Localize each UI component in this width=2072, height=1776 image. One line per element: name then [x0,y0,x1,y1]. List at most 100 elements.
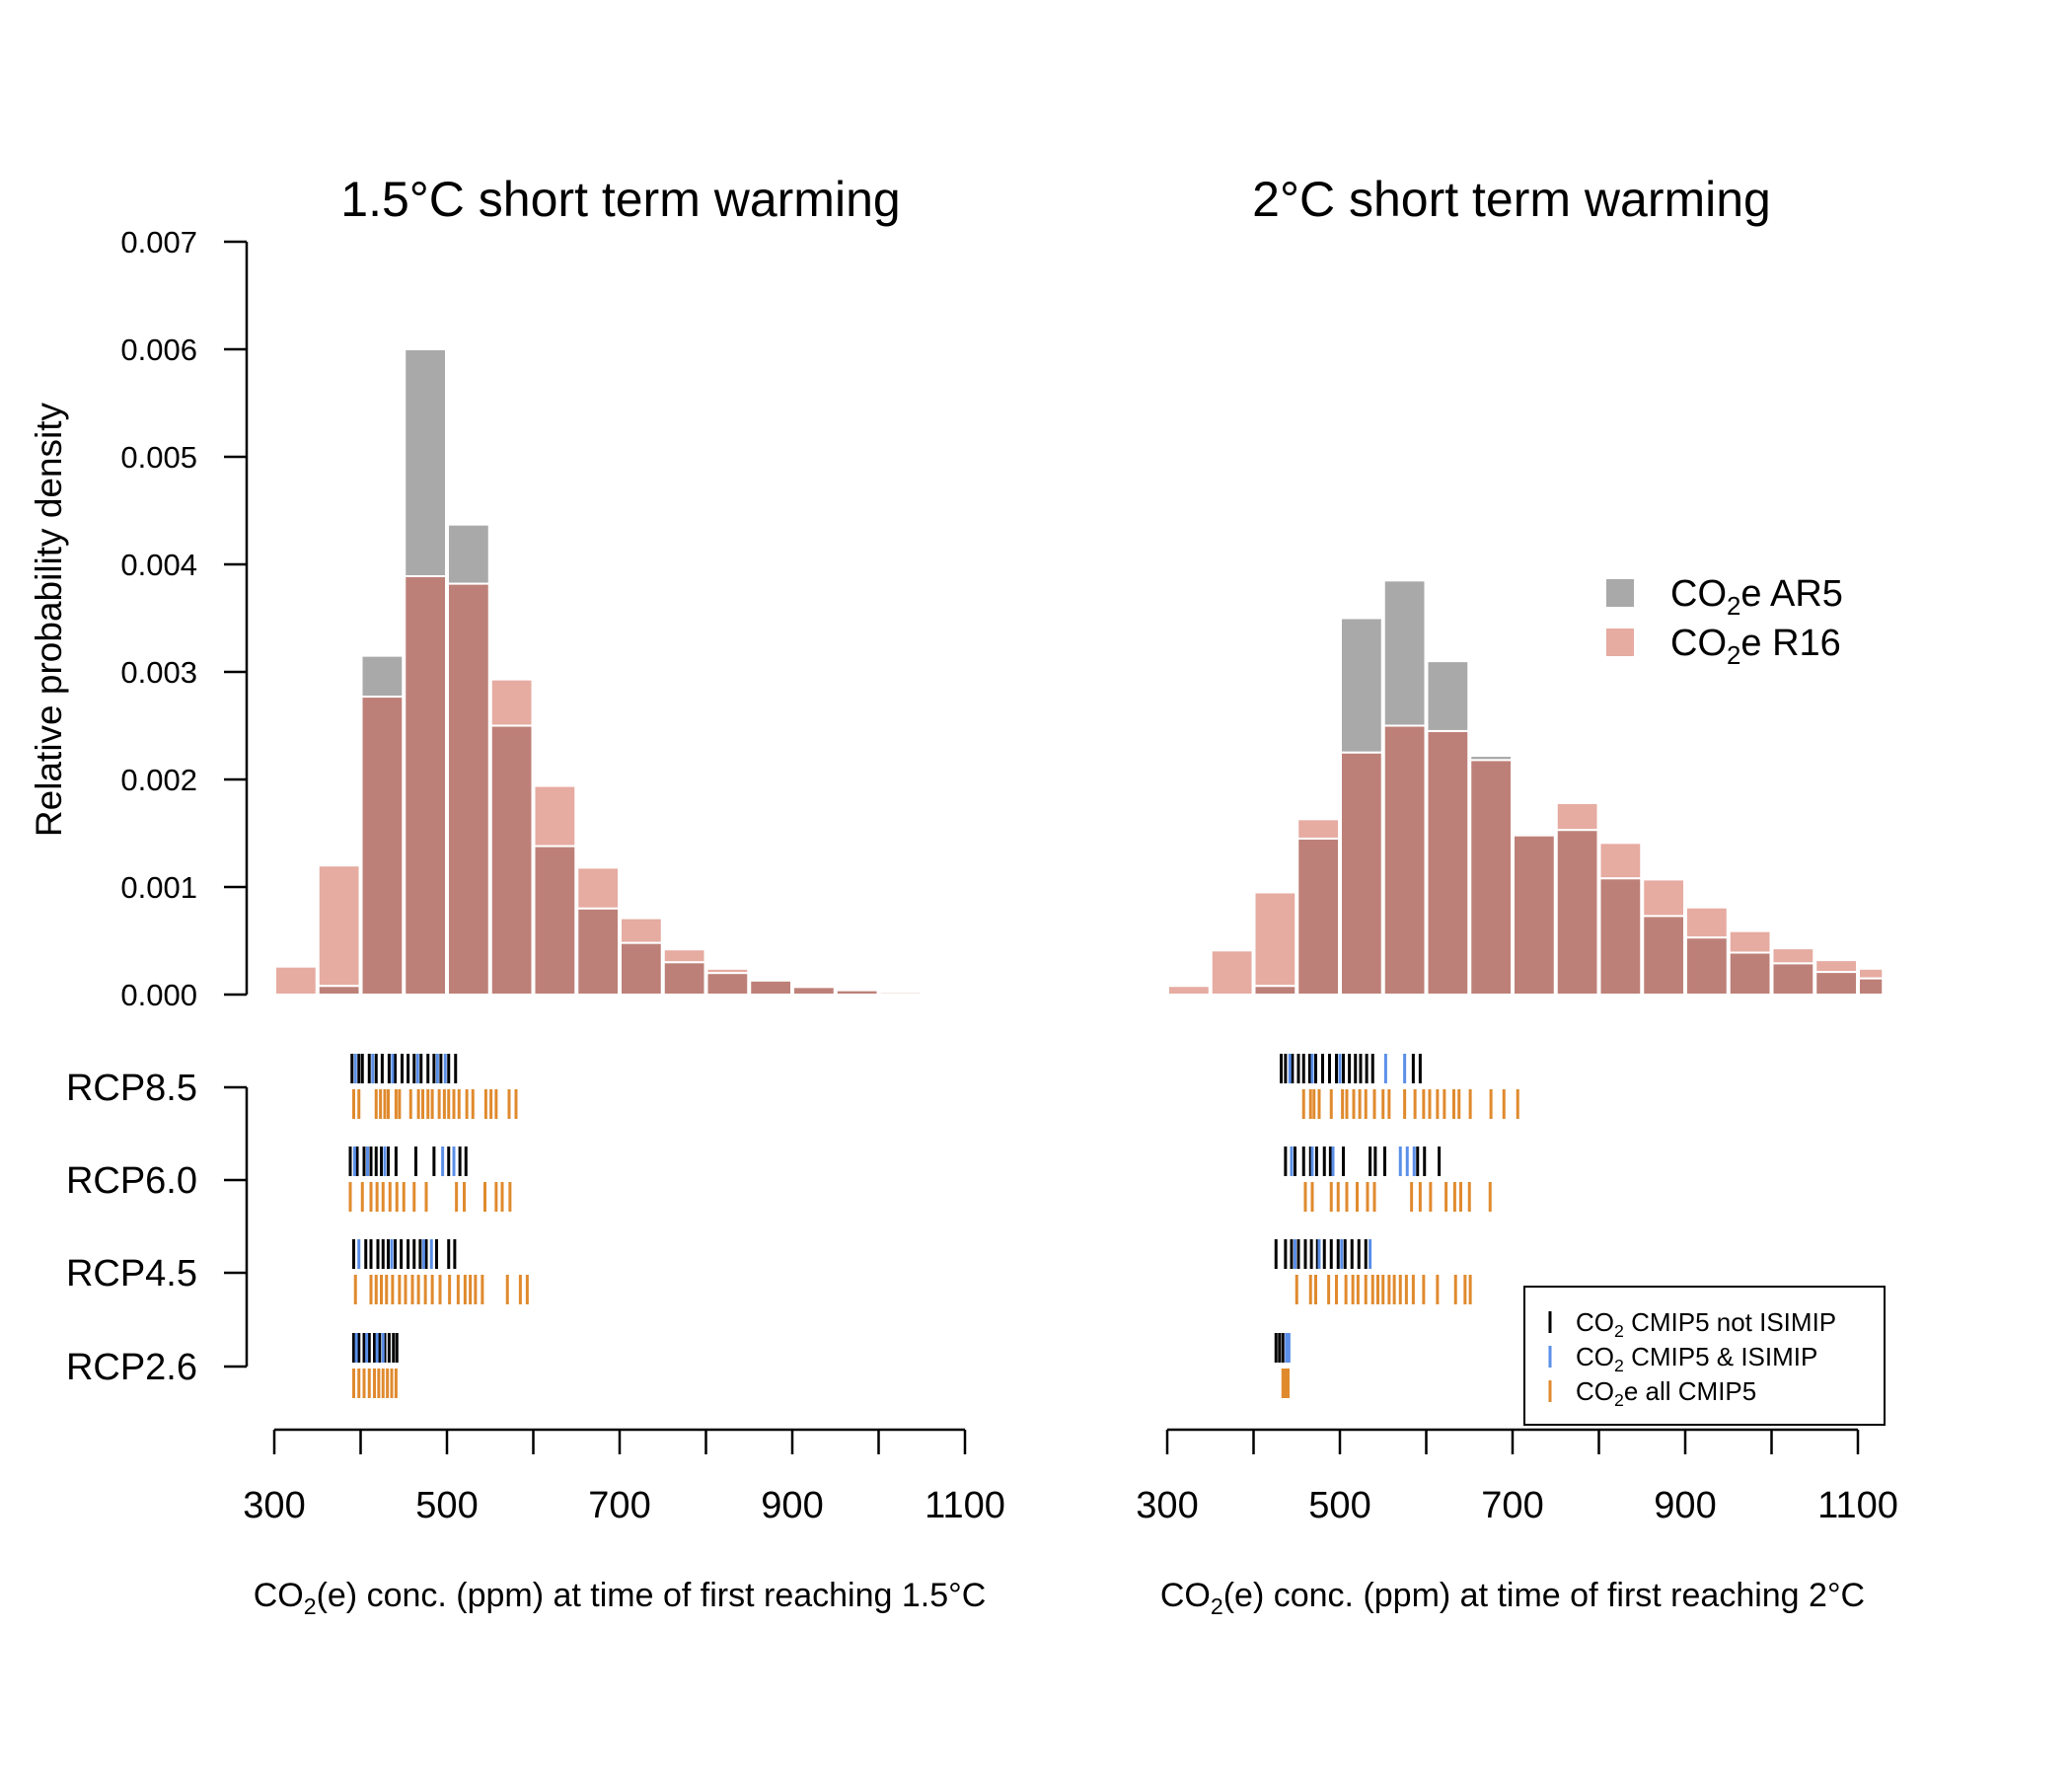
ytick-label: 0.006 [120,333,197,367]
hist-bar-overlap [1469,759,1513,996]
hist-bar-upper [1771,947,1815,965]
hist-bar-upper [1598,842,1643,880]
hist-bar-overlap [1555,829,1599,996]
hist-bar-upper [447,523,490,585]
legend-label-r16: CO2e R16 [1670,623,1841,670]
hist-bar-overlap [1858,977,1885,997]
xtick-label: 700 [1481,1485,1543,1526]
ytick-label: 0.000 [120,978,197,1012]
rcp-label: RCP6.0 [66,1160,197,1202]
hist-bar-upper [360,654,405,699]
xtick-label: 300 [243,1485,305,1526]
ytick-label: 0.001 [120,870,197,905]
hist-bar-upper [1555,801,1599,832]
hist-bar-overlap [1771,962,1815,997]
xtick-label: 1100 [1817,1485,1898,1526]
hist-bar-overlap [447,582,490,996]
hist-bar-overlap [1728,951,1772,996]
hist-bar-upper [1685,906,1729,939]
hist-legend: CO2e AR5 CO2e R16 [1606,573,1843,670]
ytick-label: 0.002 [120,763,197,797]
hist-bar-overlap [1513,834,1556,996]
hist-bar-overlap [1598,877,1643,997]
ytick-label: 0.005 [120,440,197,475]
left-histogram [274,348,923,997]
hist-bar-upper [1728,929,1772,954]
hist-bar-overlap [1253,985,1297,997]
hist-bar-upper [1642,878,1685,918]
hist-bar-upper [576,866,620,910]
hist-bar-overlap [1642,915,1685,996]
hist-bar-overlap [533,845,577,997]
hist-bar-upper [317,864,361,988]
xtick-label: 1100 [925,1485,1005,1526]
right-xticks [1165,1430,1860,1454]
hist-bar-upper [620,917,663,944]
legend-label-isimip: CO2 CMIP5 & ISIMIP [1576,1342,1817,1375]
xtick-label: 900 [761,1485,823,1526]
hist-bar-upper [1253,891,1297,988]
hist-bar-upper [1296,818,1340,840]
right-xlabel: CO2(e) conc. (ppm) at time of first reac… [1160,1577,1865,1619]
rcp-labels: RCP8.5 RCP6.0 RCP4.5 RCP2.6 [66,1068,247,1388]
panel-left: 1.5°C short term warming Relative probab… [29,172,1005,1619]
hist-bar-overlap [1814,971,1858,996]
hist-bar-upper [1858,967,1885,980]
hist-bar-overlap [705,972,750,997]
hist-bar-overlap [878,991,923,997]
rcp-label: RCP2.6 [66,1347,197,1388]
hist-bar-overlap [1426,729,1470,996]
hist-bar-overlap [576,907,620,996]
ytick-label: 0.003 [120,655,197,690]
right-rug [1274,1054,1519,1398]
hist-bar-overlap [317,985,361,997]
rug-legend-box [1523,1286,1886,1426]
hist-bar-overlap [620,941,663,996]
hist-bar-overlap [835,989,879,997]
rug-legend: CO2 CMIP5 not ISIMIP CO2 CMIP5 & ISIMIP … [1523,1286,1886,1426]
left-xticks [272,1430,967,1454]
hist-bar-upper [1426,660,1470,732]
xtick-label: 500 [1308,1485,1370,1526]
hist-bar-overlap [1340,751,1383,996]
legend-label-ar5: CO2e AR5 [1670,573,1843,621]
xtick-label: 300 [1136,1485,1198,1526]
legend-label-co2e: CO2e all CMIP5 [1576,1376,1756,1410]
panel-right: 2°C short term warming 300 500 700 900 1… [1136,172,1898,1619]
left-xtick-labels: 300 500 700 900 1100 [243,1485,1005,1526]
hist-bar-overlap [1382,724,1427,996]
hist-bar-overlap [1685,936,1729,996]
hist-bar-upper [1814,959,1858,974]
left-ylabel: Relative probability density [29,402,69,837]
hist-bar-upper [1210,949,1254,996]
rcp-label: RCP4.5 [66,1253,197,1295]
hist-bar-upper [404,348,447,577]
hist-bar-upper [533,784,577,848]
hist-bar-overlap [792,986,836,996]
left-yticks: 0.000 0.001 0.002 0.003 0.004 0.005 0.00… [120,225,247,1012]
hist-bar-upper [1340,617,1383,754]
rcp-label: RCP8.5 [66,1068,197,1109]
hist-bar-upper [1167,985,1211,997]
legend-label-not-isimip: CO2 CMIP5 not ISIMIP [1576,1307,1836,1341]
hist-bar-overlap [662,961,706,996]
xtick-label: 500 [415,1485,478,1526]
right-title: 2°C short term warming [1252,172,1771,227]
ytick-label: 0.007 [120,225,197,259]
right-histogram [1167,579,1885,997]
legend-swatch-r16 [1606,629,1634,656]
hist-bar-overlap [489,724,534,996]
right-xtick-labels: 300 500 700 900 1100 [1136,1485,1898,1526]
left-xlabel: CO2(e) conc. (ppm) at time of first reac… [254,1577,987,1619]
hist-bar-overlap [749,979,792,997]
hist-bar-overlap [404,574,447,996]
legend-swatch-ar5 [1606,579,1634,607]
left-rug [348,1054,529,1398]
hist-bar-upper [489,678,534,727]
hist-bar-upper [662,948,706,964]
left-title: 1.5°C short term warming [340,172,900,227]
xtick-label: 700 [588,1485,650,1526]
hist-bar-overlap [1296,837,1340,997]
hist-bar-overlap [360,696,405,996]
